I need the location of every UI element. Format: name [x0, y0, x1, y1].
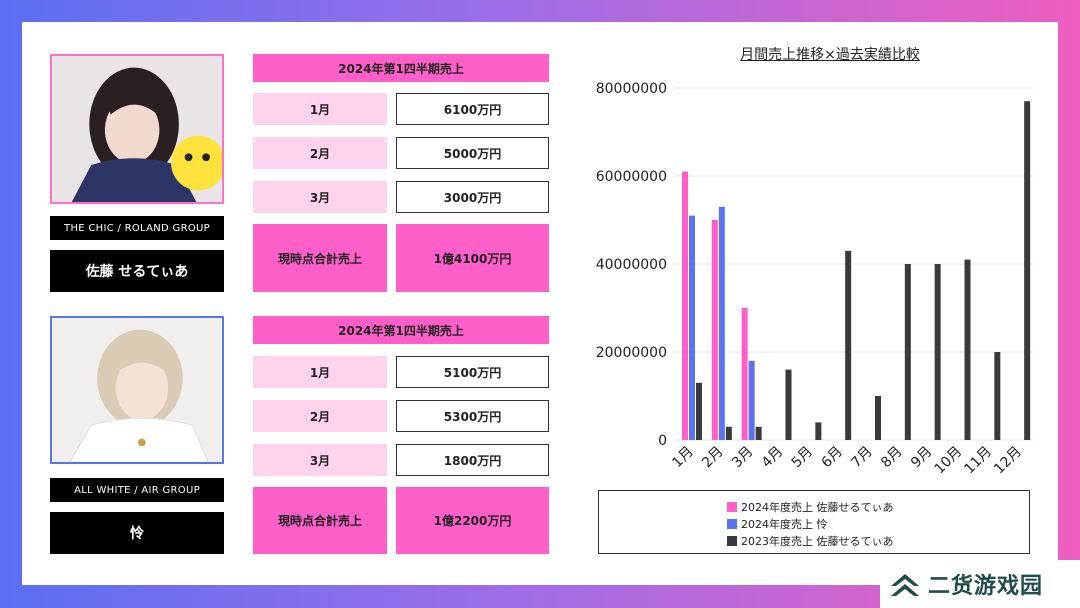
- x-tick-label: 8月: [878, 444, 906, 472]
- table-2-row-value: 1800万円: [396, 444, 549, 476]
- profile-1-name: 佐藤 せるてぃあ: [50, 250, 224, 292]
- x-tick-label: 12月: [991, 444, 1025, 478]
- x-tick-label: 11月: [961, 444, 995, 478]
- x-tick-label: 10月: [932, 444, 966, 478]
- legend-label: 2024年度売上 怜: [741, 518, 828, 531]
- table-2-row-label: 1月: [253, 356, 387, 388]
- table-2-total-value: 1億2200万円: [396, 487, 549, 554]
- chart-title: 月間売上推移×過去実績比較: [740, 47, 920, 63]
- table-2-row-label: 2月: [253, 400, 387, 432]
- bar: [845, 250, 852, 440]
- profile-photo-1-image: [52, 56, 222, 202]
- watermark: 二货游戏园: [880, 560, 1080, 608]
- x-tick-label: 3月: [729, 444, 757, 472]
- table-1-row-value: 5000万円: [396, 137, 549, 169]
- table-1-total-value: 1億4100万円: [396, 224, 549, 292]
- bar: [755, 426, 762, 440]
- table-1-row-value: 3000万円: [396, 181, 549, 213]
- profile-2-name: 怜: [50, 512, 224, 554]
- bar: [682, 171, 688, 440]
- x-tick-label: 4月: [759, 444, 787, 472]
- x-tick-label: 7月: [848, 444, 876, 472]
- y-tick-label: 80000000: [596, 81, 667, 97]
- bar: [689, 215, 695, 440]
- bar: [964, 259, 971, 440]
- bar: [696, 382, 702, 440]
- watermark-text: 二货游戏园: [928, 574, 1044, 599]
- legend-swatch: [727, 536, 737, 546]
- y-tick-label: 0: [658, 433, 667, 449]
- bar: [718, 206, 725, 440]
- profile-1-group: THE CHIC / ROLAND GROUP: [50, 216, 224, 240]
- chevron-up-icon: [891, 574, 919, 596]
- profile-photo-2: [50, 316, 224, 464]
- y-tick-label: 40000000: [596, 257, 667, 273]
- x-tick-label: 2月: [699, 444, 727, 472]
- profile-photo-1: [50, 54, 224, 204]
- legend-item: 2024年度売上 佐藤せるてぃあ: [727, 499, 894, 515]
- table-1-header: 2024年第1四半期売上: [253, 54, 549, 82]
- legend-item: 2024年度売上 怜: [727, 516, 828, 532]
- legend-label: 2023年度売上 佐藤せるてぃあ: [741, 535, 894, 548]
- x-tick-label: 6月: [818, 444, 846, 472]
- table-1-row-value: 6100万円: [396, 93, 549, 125]
- table-1-total-label: 現時点合計売上: [253, 224, 387, 292]
- table-2-row-value: 5100万円: [396, 356, 549, 388]
- table-2-header: 2024年第1四半期売上: [253, 316, 549, 344]
- bar: [904, 264, 911, 440]
- table-1-row-label: 1月: [253, 93, 387, 125]
- bar: [748, 360, 755, 440]
- bar: [815, 422, 822, 440]
- legend-label: 2024年度売上 佐藤せるてぃあ: [741, 501, 894, 514]
- y-tick-label: 60000000: [596, 169, 667, 185]
- table-1-row-label: 2月: [253, 137, 387, 169]
- table-2-row-label: 3月: [253, 444, 387, 476]
- profile-photo-2-image: [52, 318, 222, 462]
- legend-item: 2023年度売上 佐藤せるてぃあ: [727, 533, 894, 549]
- legend-swatch: [727, 502, 737, 512]
- table-2-row-value: 5300万円: [396, 400, 549, 432]
- legend-swatch: [727, 519, 737, 529]
- bar: [785, 369, 792, 440]
- bar: [994, 352, 1001, 440]
- bar: [875, 396, 881, 440]
- bar: [725, 426, 732, 440]
- bar: [934, 264, 941, 440]
- y-tick-label: 20000000: [596, 345, 667, 361]
- x-tick-label: 5月: [789, 444, 817, 472]
- table-2-total-label: 現時点合計売上: [253, 487, 387, 554]
- table-1-row-label: 3月: [253, 181, 387, 213]
- chart-legend: 2024年度売上 佐藤せるてぃあ 2024年度売上 怜 2023年度売上 佐藤せ…: [598, 490, 1030, 554]
- bar: [711, 220, 718, 440]
- profile-2-group: ALL WHITE / AIR GROUP: [50, 478, 224, 502]
- x-tick-label: 1月: [669, 444, 697, 472]
- bar: [741, 308, 748, 440]
- bar: [1024, 101, 1031, 440]
